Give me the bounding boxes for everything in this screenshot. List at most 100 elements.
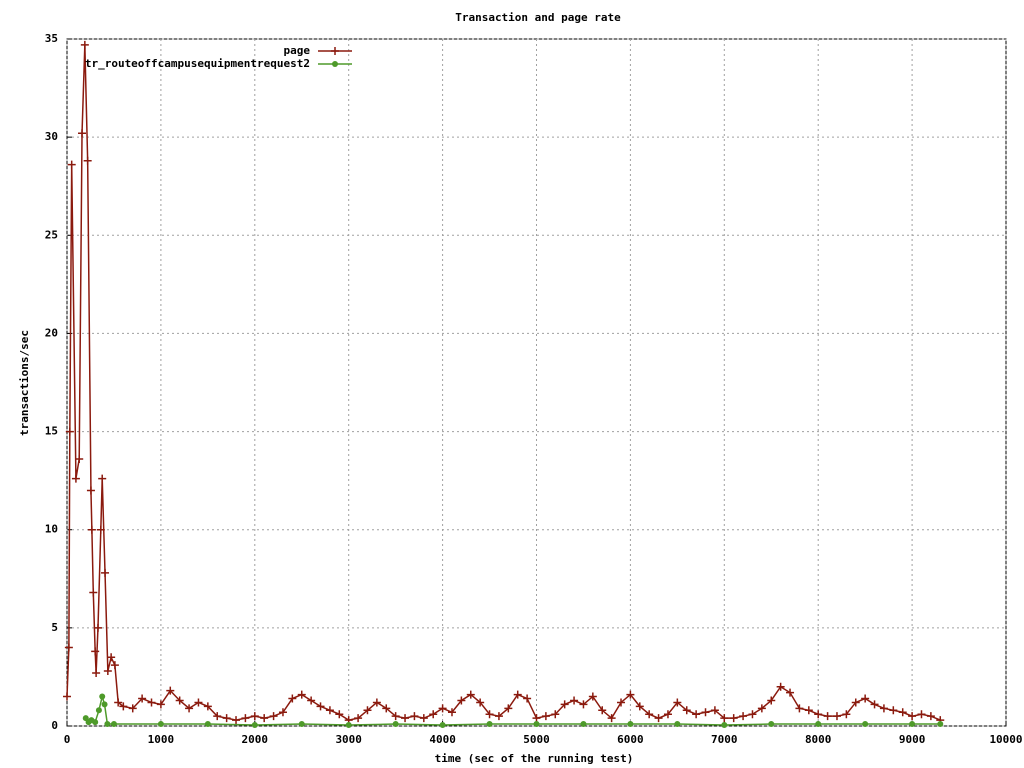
- point-marker: [729, 714, 738, 723]
- point-marker: [870, 700, 879, 709]
- point-marker: [392, 721, 399, 728]
- point-marker: [382, 704, 391, 713]
- point-marker: [71, 474, 80, 483]
- point-marker: [185, 704, 194, 713]
- y-tick-label: 30: [45, 130, 58, 143]
- point-marker: [862, 721, 869, 728]
- point-marker: [128, 704, 137, 713]
- point-marker: [110, 721, 117, 728]
- point-marker: [65, 427, 74, 436]
- point-marker: [80, 40, 89, 49]
- point-marker: [795, 704, 804, 713]
- legend-marker: [331, 47, 339, 55]
- point-marker: [104, 721, 111, 728]
- point-marker: [494, 712, 503, 721]
- point-marker: [739, 712, 748, 721]
- y-tick-label: 35: [45, 32, 58, 45]
- point-marker: [203, 702, 212, 711]
- point-marker: [429, 710, 438, 719]
- x-tick-label: 6000: [617, 733, 644, 746]
- point-marker: [98, 474, 107, 483]
- point-marker: [757, 704, 766, 713]
- point-marker: [157, 721, 164, 728]
- point-marker: [626, 690, 635, 699]
- point-marker: [63, 692, 71, 701]
- point-marker: [889, 706, 898, 715]
- point-marker: [513, 690, 522, 699]
- plot-frame: [66, 38, 1007, 727]
- point-marker: [372, 698, 381, 707]
- point-marker: [251, 722, 258, 729]
- point-marker: [768, 721, 775, 728]
- point-marker: [96, 525, 105, 534]
- point-marker: [345, 722, 352, 729]
- point-marker: [909, 721, 916, 728]
- point-marker: [64, 643, 73, 652]
- point-marker: [832, 712, 841, 721]
- x-tick-label: 8000: [805, 733, 832, 746]
- point-marker: [917, 710, 926, 719]
- x-tick-label: 7000: [711, 733, 738, 746]
- point-marker: [269, 712, 278, 721]
- point-marker: [114, 698, 123, 707]
- point-marker: [635, 702, 644, 711]
- point-marker: [110, 661, 119, 670]
- point-marker: [588, 692, 597, 701]
- point-marker: [786, 688, 795, 697]
- point-marker: [92, 669, 101, 678]
- y-tick-label: 5: [51, 621, 58, 634]
- legend-marker: [332, 61, 338, 67]
- point-marker: [898, 708, 907, 717]
- point-marker: [204, 721, 211, 728]
- point-marker: [654, 714, 663, 723]
- chart-title: Transaction and page rate: [455, 11, 621, 24]
- point-marker: [748, 710, 757, 719]
- point-marker: [83, 156, 92, 165]
- point-marker: [701, 708, 710, 717]
- point-marker: [673, 698, 682, 707]
- point-marker: [156, 700, 165, 709]
- point-marker: [842, 710, 851, 719]
- x-tick-label: 2000: [242, 733, 269, 746]
- point-marker: [335, 710, 344, 719]
- point-marker: [75, 455, 84, 464]
- point-marker: [222, 714, 231, 723]
- point-marker: [607, 714, 616, 723]
- point-marker: [87, 525, 96, 534]
- point-marker: [541, 712, 550, 721]
- point-marker: [101, 701, 108, 708]
- point-marker: [119, 702, 128, 711]
- point-marker: [260, 714, 269, 723]
- point-marker: [93, 623, 102, 632]
- point-marker: [103, 667, 112, 676]
- x-tick-label: 10000: [989, 733, 1022, 746]
- point-marker: [682, 706, 691, 715]
- point-marker: [580, 721, 587, 728]
- point-marker: [937, 721, 944, 728]
- x-tick-label: 1000: [148, 733, 175, 746]
- point-marker: [101, 568, 110, 577]
- point-marker: [504, 704, 513, 713]
- x-tick-label: 3000: [335, 733, 362, 746]
- y-tick-label: 20: [45, 326, 58, 339]
- point-marker: [298, 721, 305, 728]
- point-marker: [232, 716, 241, 725]
- point-marker: [175, 696, 184, 705]
- point-marker: [823, 712, 832, 721]
- point-marker: [288, 694, 297, 703]
- point-marker: [617, 698, 626, 707]
- point-marker: [89, 588, 98, 597]
- x-axis-label: time (sec of the running test): [435, 752, 634, 765]
- y-axis-label: transactions/sec: [18, 330, 31, 436]
- point-marker: [354, 714, 363, 723]
- point-marker: [533, 721, 540, 728]
- point-marker: [325, 706, 334, 715]
- point-marker: [663, 710, 672, 719]
- point-marker: [363, 706, 372, 715]
- point-marker: [720, 714, 729, 723]
- point-marker: [457, 696, 466, 705]
- point-marker: [692, 710, 701, 719]
- point-marker: [401, 714, 410, 723]
- y-tick-label: 10: [45, 523, 58, 536]
- point-marker: [307, 696, 316, 705]
